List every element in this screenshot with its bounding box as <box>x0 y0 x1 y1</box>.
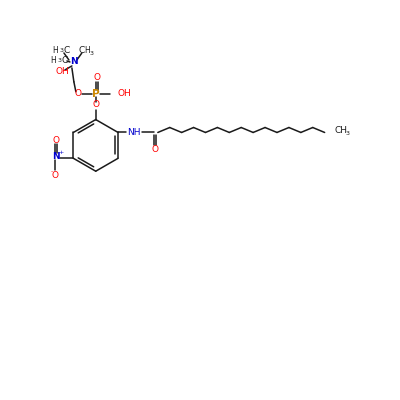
Text: 3: 3 <box>58 58 62 64</box>
Text: -: - <box>50 170 53 175</box>
Text: +: + <box>58 150 63 155</box>
Text: O: O <box>53 136 60 145</box>
Text: 3: 3 <box>346 131 350 136</box>
Text: N: N <box>70 58 78 66</box>
Text: H: H <box>52 46 58 54</box>
Text: O: O <box>151 145 158 154</box>
Text: O: O <box>74 89 81 98</box>
Text: O: O <box>93 73 100 82</box>
Text: CH: CH <box>334 126 348 135</box>
Text: P: P <box>92 89 100 99</box>
Text: O: O <box>52 171 59 180</box>
Text: H: H <box>84 46 90 54</box>
Text: OH: OH <box>55 67 69 76</box>
Text: N: N <box>52 152 59 161</box>
Text: C: C <box>64 46 70 54</box>
Text: C: C <box>79 46 85 54</box>
Text: NH: NH <box>127 128 141 137</box>
Text: OH: OH <box>118 89 131 98</box>
Text: O: O <box>92 100 99 109</box>
Text: 3: 3 <box>60 48 64 52</box>
Text: C: C <box>62 56 68 66</box>
Text: H: H <box>50 56 56 66</box>
Text: 3: 3 <box>90 50 94 56</box>
